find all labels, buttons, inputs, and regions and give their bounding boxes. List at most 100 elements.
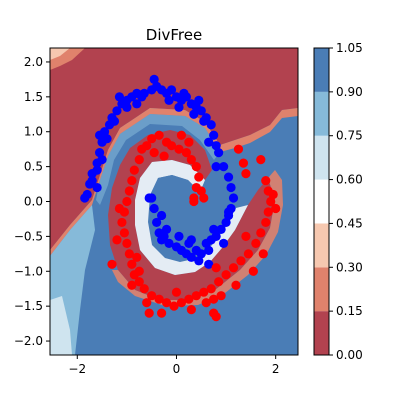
data-point — [142, 141, 152, 151]
data-point — [186, 155, 196, 165]
data-point — [211, 312, 221, 322]
plot-area — [50, 48, 298, 355]
colorbar-frame — [313, 47, 330, 356]
colorbar-band — [314, 135, 329, 180]
contour-salmon-right — [112, 170, 283, 306]
data-point — [174, 102, 184, 112]
y-tick-label: 1.0 — [24, 125, 43, 139]
x-tick-label: 2 — [272, 362, 280, 376]
data-point — [144, 308, 154, 318]
data-point — [271, 203, 281, 214]
data-point — [223, 172, 234, 182]
data-point — [194, 172, 204, 182]
contour-salmon-edge-top — [50, 108, 298, 256]
points-layer — [80, 74, 281, 322]
data-point — [251, 238, 261, 248]
data-point — [119, 228, 129, 238]
data-point — [127, 280, 137, 290]
data-point — [268, 189, 278, 200]
contour-pale-corner — [50, 48, 70, 60]
data-point — [256, 155, 266, 165]
chart-title: DivFree — [146, 26, 202, 44]
data-point — [228, 193, 239, 203]
data-point — [176, 130, 187, 140]
data-point — [122, 196, 132, 207]
data-point — [114, 92, 125, 102]
data-point — [124, 186, 134, 196]
colorbar-tick-label: 0.00 — [336, 348, 363, 362]
data-point — [226, 182, 236, 193]
data-point — [114, 203, 125, 214]
data-point — [139, 284, 149, 294]
data-point — [132, 252, 142, 262]
colorbar-band — [314, 311, 329, 355]
data-point — [154, 294, 164, 304]
data-point — [127, 175, 137, 186]
data-point — [159, 231, 169, 241]
data-point — [204, 259, 214, 269]
colorbar-band — [314, 223, 329, 268]
data-point — [80, 193, 90, 203]
data-point — [166, 141, 177, 151]
data-point — [214, 148, 224, 158]
data-point — [221, 270, 231, 280]
data-point — [194, 95, 204, 105]
data-point — [161, 224, 172, 235]
data-point — [211, 263, 221, 273]
data-point — [179, 88, 189, 98]
y-tick-label: 2.0 — [24, 55, 43, 69]
data-point — [209, 294, 219, 304]
x-tick-label: 0 — [173, 362, 181, 376]
data-point — [129, 165, 139, 175]
data-point — [186, 305, 196, 315]
data-point — [223, 207, 234, 217]
colorbar-tick-label: 0.15 — [336, 304, 363, 318]
colorbar-band — [314, 48, 329, 92]
data-point — [132, 99, 142, 109]
data-point — [122, 102, 132, 112]
y-tick-label: −2.0 — [14, 334, 43, 348]
data-point — [266, 196, 276, 207]
data-point — [241, 231, 251, 241]
data-point — [169, 301, 179, 311]
data-point — [87, 175, 97, 186]
data-point — [209, 224, 219, 235]
colorbar-band — [314, 267, 329, 312]
data-point — [97, 155, 107, 165]
colorbar-tick-label: 0.30 — [336, 260, 363, 274]
data-point — [228, 263, 239, 273]
data-point — [231, 280, 241, 290]
data-point — [124, 249, 134, 259]
y-tick-label: 1.5 — [24, 90, 43, 104]
data-point — [219, 238, 229, 248]
data-point — [137, 92, 147, 102]
data-point — [134, 155, 144, 165]
data-point — [152, 217, 162, 228]
data-point — [214, 277, 224, 287]
data-point — [117, 217, 127, 228]
contour-white-inner — [135, 160, 248, 275]
x-tick-label: −2 — [68, 362, 86, 376]
data-point — [92, 165, 102, 175]
data-point — [149, 203, 159, 214]
colorbar-tick-label: 0.45 — [336, 216, 363, 230]
y-tick-label: 0.5 — [24, 160, 43, 174]
data-point — [243, 249, 253, 259]
data-point — [176, 298, 187, 308]
x-axis: −2 0 2 — [68, 355, 280, 376]
data-point — [164, 238, 174, 248]
data-point — [159, 151, 169, 161]
data-point — [238, 158, 249, 168]
data-point — [199, 116, 209, 126]
data-point — [186, 252, 196, 262]
data-point — [201, 298, 211, 308]
data-point — [142, 298, 152, 308]
data-point — [209, 130, 219, 140]
data-point — [107, 259, 117, 269]
colorbar-tick-label: 0.90 — [336, 85, 363, 99]
data-point — [161, 298, 172, 308]
contour-pale-left — [50, 296, 72, 355]
data-point — [263, 207, 273, 217]
